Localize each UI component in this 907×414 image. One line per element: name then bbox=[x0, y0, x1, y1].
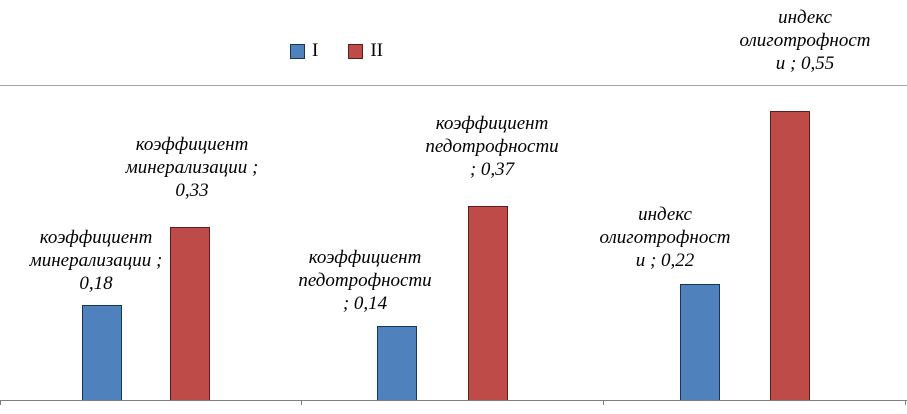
bar-pedotrophy-series-1 bbox=[377, 326, 417, 400]
bar-oligotrophy-series-1 bbox=[680, 284, 720, 400]
data-label-mineralization-series-1: коэффициент минерализации ; 0,18 bbox=[29, 227, 163, 294]
data-label-oligotrophy-series-2: индекс олиготрофност и ; 0,55 bbox=[739, 7, 871, 74]
bar-mineralization-series-1 bbox=[82, 305, 122, 400]
chart-legend: I II bbox=[290, 40, 383, 62]
x-axis-tick bbox=[603, 400, 604, 405]
legend-swatch-series-1 bbox=[290, 43, 305, 59]
bar-pedotrophy-series-2 bbox=[468, 206, 508, 400]
x-axis-tick bbox=[301, 400, 302, 405]
x-axis-line bbox=[0, 400, 907, 401]
legend-label-series-2: II bbox=[370, 40, 383, 61]
plot-top-border bbox=[0, 85, 907, 86]
legend-item-series-1: I bbox=[290, 40, 318, 62]
data-label-mineralization-series-2: коэффициент минерализации ; 0,33 bbox=[125, 134, 259, 201]
bar-oligotrophy-series-2 bbox=[770, 111, 810, 400]
data-label-oligotrophy-series-1: индекс олиготрофност и ; 0,22 bbox=[599, 204, 731, 271]
x-axis-tick bbox=[905, 400, 906, 405]
data-label-pedotrophy-series-1: коэффициент педотрофности ; 0,14 bbox=[298, 247, 432, 314]
legend-swatch-series-2 bbox=[348, 43, 364, 59]
legend-item-series-2: II bbox=[348, 40, 383, 62]
bar-mineralization-series-2 bbox=[170, 227, 210, 400]
data-label-pedotrophy-series-2: коэффициент педотрофности ; 0,37 bbox=[425, 113, 559, 180]
x-axis-tick bbox=[0, 400, 1, 405]
legend-label-series-1: I bbox=[312, 40, 319, 61]
